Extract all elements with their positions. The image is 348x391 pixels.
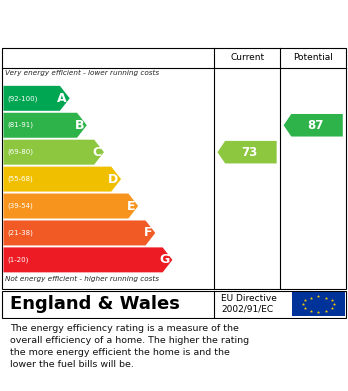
Text: (39-54): (39-54) (7, 203, 33, 209)
Polygon shape (3, 248, 172, 273)
Polygon shape (218, 141, 277, 163)
Text: 73: 73 (241, 146, 257, 159)
Polygon shape (3, 140, 104, 165)
Polygon shape (284, 114, 343, 136)
Text: G: G (159, 253, 169, 266)
Text: A: A (57, 92, 67, 105)
Text: 87: 87 (307, 119, 323, 132)
Text: Current: Current (230, 53, 264, 62)
Text: (81-91): (81-91) (7, 122, 33, 129)
Text: (1-20): (1-20) (7, 256, 28, 263)
Text: Very energy efficient - lower running costs: Very energy efficient - lower running co… (5, 70, 159, 76)
Polygon shape (3, 113, 87, 138)
Text: The energy efficiency rating is a measure of the
overall efficiency of a home. T: The energy efficiency rating is a measur… (10, 325, 250, 369)
Text: F: F (144, 226, 152, 239)
Text: (92-100): (92-100) (7, 95, 37, 102)
Text: C: C (92, 146, 101, 159)
Polygon shape (3, 167, 121, 192)
Text: Not energy efficient - higher running costs: Not energy efficient - higher running co… (5, 276, 159, 282)
Bar (292, 292, 345, 316)
Text: (69-80): (69-80) (7, 149, 33, 156)
Text: England & Wales: England & Wales (10, 295, 180, 314)
Polygon shape (3, 86, 70, 111)
Text: Energy Efficiency Rating: Energy Efficiency Rating (10, 16, 220, 31)
Polygon shape (3, 194, 138, 219)
Text: Potential: Potential (293, 53, 333, 62)
Text: D: D (108, 172, 118, 186)
Text: E: E (127, 199, 135, 213)
Polygon shape (3, 221, 155, 246)
Text: (21-38): (21-38) (7, 230, 33, 236)
Text: EU Directive
2002/91/EC: EU Directive 2002/91/EC (221, 294, 277, 314)
Text: (55-68): (55-68) (7, 176, 33, 182)
Text: B: B (74, 119, 84, 132)
